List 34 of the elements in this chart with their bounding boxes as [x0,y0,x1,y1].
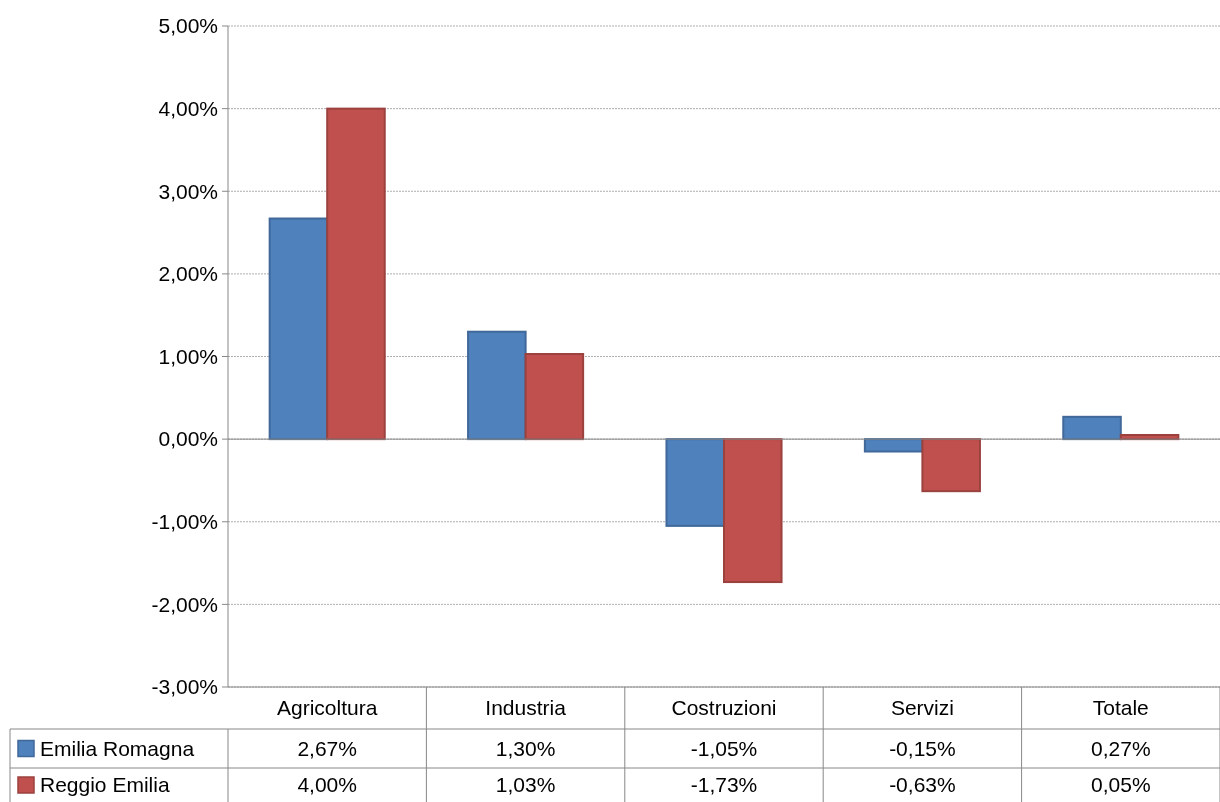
data-label: 1,03% [495,773,556,797]
legend-label: Reggio Emilia [40,773,170,797]
data-label: -0,63% [889,773,956,797]
bar [326,107,386,441]
x-tick-label: Servizi [890,696,954,720]
bar [1062,415,1122,441]
bar [467,330,527,441]
x-tick-label: Agricoltura [277,696,378,720]
y-tick-label: 0,00% [158,427,218,451]
y-tick-label: 5,00% [158,14,218,38]
y-tick-label: 4,00% [158,96,218,120]
y-tick-label: 1,00% [158,344,218,368]
x-tick-label: Costruzioni [671,696,777,720]
data-label: 4,00% [297,773,357,797]
y-tick-label: -2,00% [151,592,218,616]
legend-label: Emilia Romagna [40,736,195,760]
x-tick-label: Industria [485,696,567,720]
bar [524,353,585,441]
data-label: 1,30% [495,736,556,760]
y-tick-label: -3,00% [151,675,218,699]
y-tick-label: 2,00% [158,262,218,286]
y-tick-label: -1,00% [151,510,218,534]
bar [723,438,783,584]
data-label: 0,27% [1091,736,1151,760]
bar [268,217,329,441]
data-label: -0,15% [889,736,956,760]
bar [921,438,981,493]
x-tick-label: Totale [1092,696,1149,720]
y-tick-label: 3,00% [158,179,218,203]
data-label: -1,73% [690,773,758,797]
bar [665,438,725,527]
data-label: 2,67% [297,736,357,760]
data-label: 0,05% [1091,773,1151,797]
data-label: -1,05% [690,736,758,760]
